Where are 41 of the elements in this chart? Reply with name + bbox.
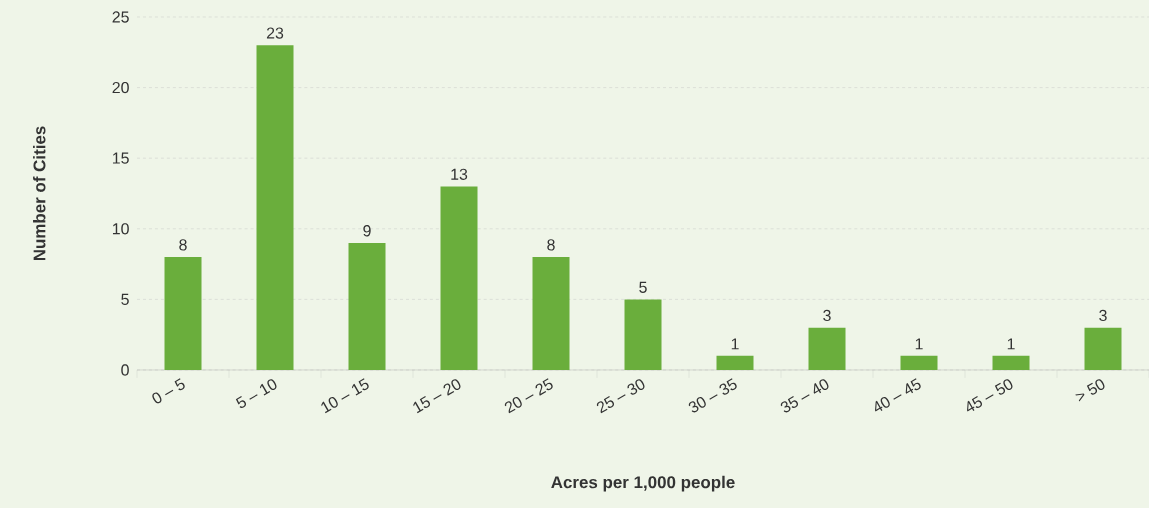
- y-tick-label: 5: [121, 293, 129, 305]
- data-label: 1: [915, 338, 923, 350]
- data-label: 8: [547, 239, 555, 251]
- x-tick-label: 5 – 10: [235, 379, 277, 408]
- data-label: 1: [731, 338, 739, 350]
- y-tick-label: 25: [112, 11, 129, 23]
- bar: [716, 355, 754, 370]
- x-tick-label: 35 – 40: [780, 379, 829, 413]
- bar: [808, 327, 846, 370]
- bar: [1084, 327, 1122, 370]
- x-tick-label: > 50: [1075, 379, 1105, 402]
- y-axis-title: Number of Cities: [33, 126, 46, 261]
- bar: [348, 242, 386, 370]
- bar: [440, 186, 478, 370]
- y-tick-label: 15: [112, 152, 129, 164]
- bar: [256, 45, 294, 370]
- x-tick-label: 0 – 5: [152, 378, 185, 404]
- bar: [532, 257, 570, 370]
- y-tick-label: 10: [112, 223, 129, 235]
- x-tick-label: 40 – 45: [875, 378, 921, 412]
- data-label: 3: [1099, 309, 1107, 322]
- x-tick-label: 10 – 15: [321, 378, 369, 414]
- data-label: 1: [1007, 338, 1015, 350]
- data-label: 9: [363, 225, 371, 237]
- x-tick-label: 25 – 30: [596, 379, 645, 414]
- data-label: 23: [266, 27, 284, 39]
- data-label: 5: [639, 281, 647, 293]
- x-tick-label: 45 – 50: [967, 379, 1013, 412]
- bar: [900, 355, 938, 370]
- x-tick-label: 15 – 20: [413, 379, 461, 414]
- y-tick-label: 20: [112, 81, 129, 94]
- x-tick-label: 30 – 35: [688, 378, 737, 413]
- data-label: 3: [823, 309, 831, 322]
- y-tick-label: 0: [121, 364, 129, 376]
- x-axis-title: Acres per 1,000 people: [551, 475, 735, 492]
- data-label: 8: [179, 239, 187, 251]
- bar: [992, 355, 1030, 370]
- x-tick-label: 20 – 25: [504, 378, 553, 414]
- data-label: 13: [451, 168, 468, 180]
- bar: [164, 257, 202, 370]
- bar: [624, 299, 662, 370]
